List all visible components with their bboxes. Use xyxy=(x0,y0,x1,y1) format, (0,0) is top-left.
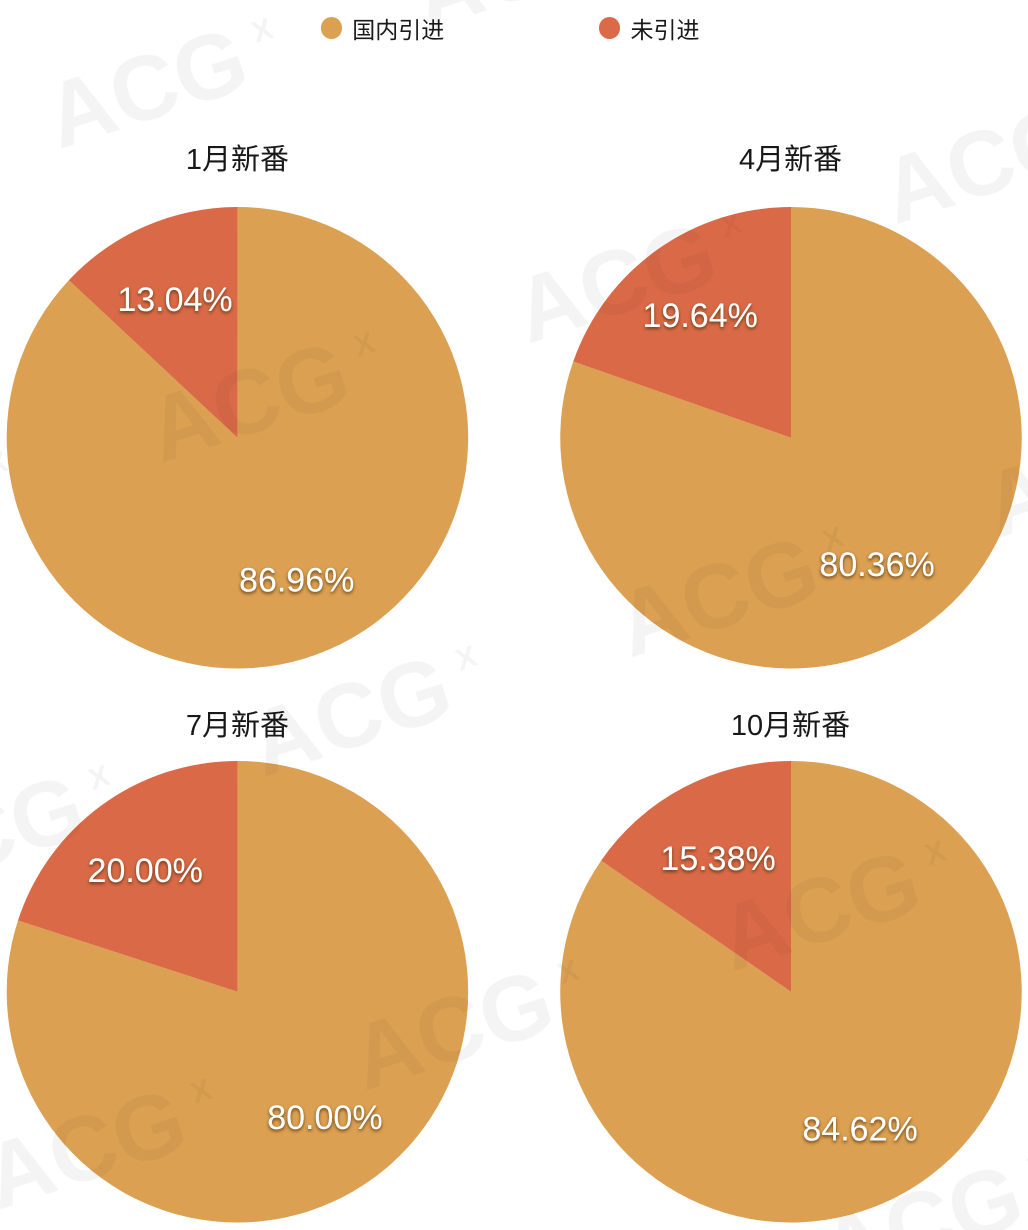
svg-text:20.00%: 20.00% xyxy=(88,852,203,890)
svg-text:19.64%: 19.64% xyxy=(643,297,758,335)
svg-text:15.38%: 15.38% xyxy=(660,840,775,878)
svg-text:80.00%: 80.00% xyxy=(267,1100,382,1138)
svg-text:86.96%: 86.96% xyxy=(239,562,354,600)
svg-text:80.36%: 80.36% xyxy=(819,546,934,584)
svg-text:84.62%: 84.62% xyxy=(802,1111,917,1149)
svg-text:13.04%: 13.04% xyxy=(117,281,232,319)
